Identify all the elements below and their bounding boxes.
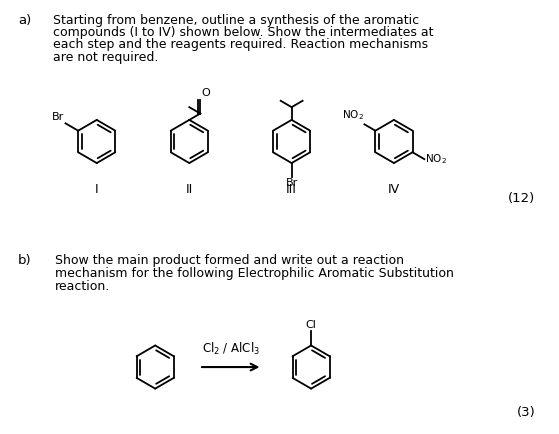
Text: are not required.: are not required.: [53, 51, 158, 64]
Text: I: I: [95, 183, 98, 196]
Text: II: II: [186, 183, 193, 196]
Text: NO$_2$: NO$_2$: [425, 152, 447, 166]
Text: (12): (12): [508, 193, 535, 205]
Text: Starting from benzene, outline a synthesis of the aromatic: Starting from benzene, outline a synthes…: [53, 14, 419, 27]
Text: mechanism for the following Electrophilic Aromatic Substitution: mechanism for the following Electrophili…: [55, 267, 454, 280]
Text: Br: Br: [53, 112, 64, 122]
Text: IV: IV: [388, 183, 400, 196]
Text: III: III: [286, 183, 297, 196]
Text: compounds (I to IV) shown below. Show the intermediates at: compounds (I to IV) shown below. Show th…: [53, 26, 433, 39]
Text: NO$_2$: NO$_2$: [342, 108, 363, 122]
Text: Cl$_2$ / AlCl$_3$: Cl$_2$ / AlCl$_3$: [202, 341, 260, 357]
Text: Show the main product formed and write out a reaction: Show the main product formed and write o…: [55, 254, 404, 267]
Text: reaction.: reaction.: [55, 280, 110, 293]
Text: O: O: [201, 88, 210, 98]
Text: b): b): [18, 254, 31, 267]
Text: Cl: Cl: [306, 320, 316, 330]
Text: Br: Br: [286, 178, 298, 188]
Text: each step and the reagents required. Reaction mechanisms: each step and the reagents required. Rea…: [53, 39, 428, 52]
Text: a): a): [18, 14, 31, 27]
Text: (3): (3): [517, 406, 535, 419]
